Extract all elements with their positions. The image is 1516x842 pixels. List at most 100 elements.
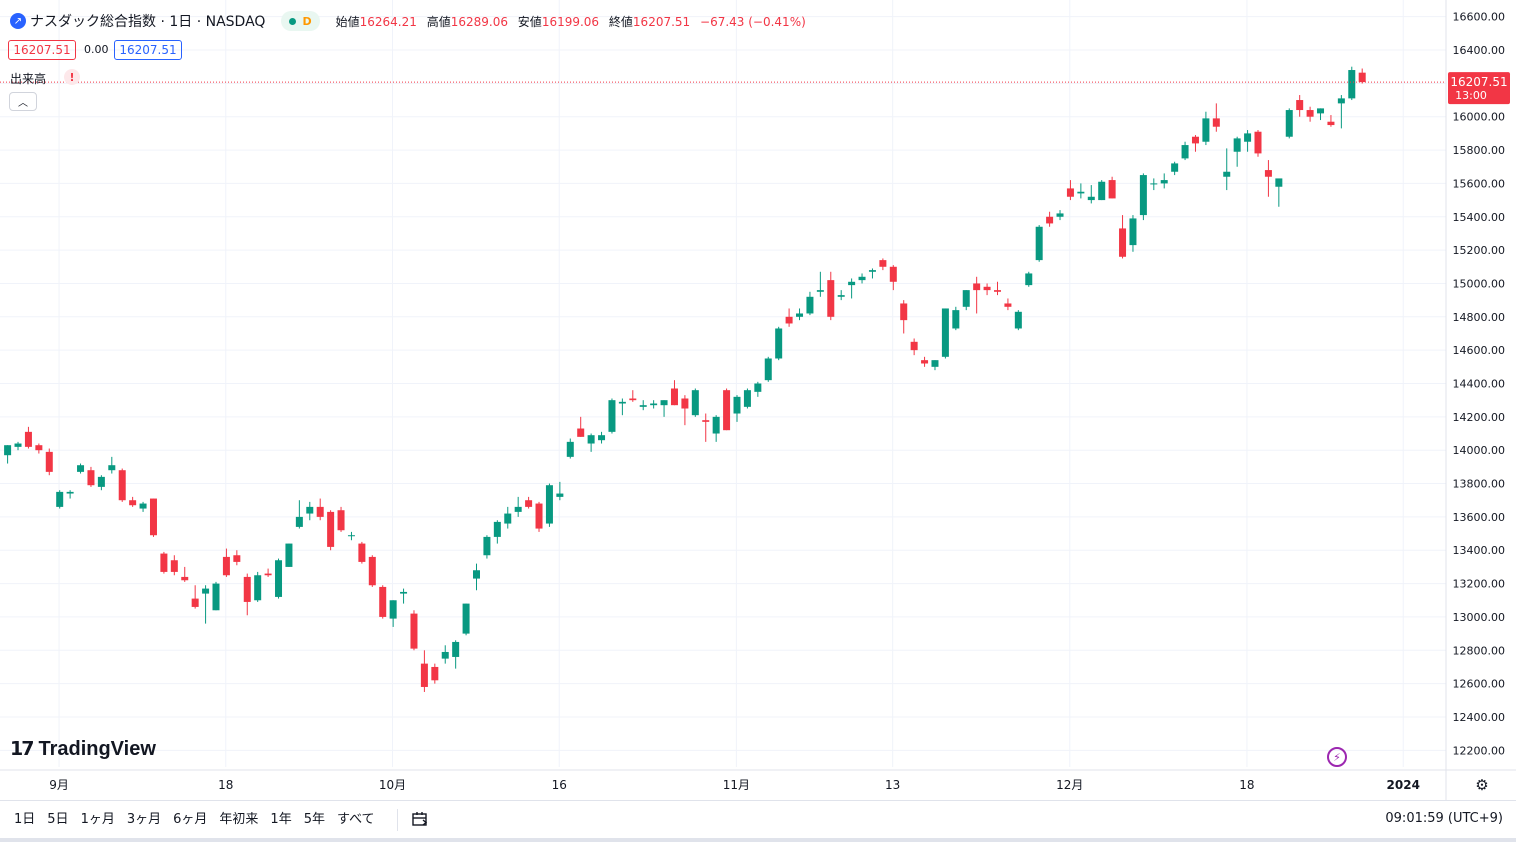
- candle-body: [962, 290, 970, 307]
- range-5d-button[interactable]: 5日: [47, 812, 69, 827]
- y-tick-label: 12600.00: [1453, 678, 1506, 691]
- delayed-data-label: D: [302, 14, 312, 28]
- candle-body: [1087, 196, 1095, 201]
- symbol-title[interactable]: ナスダック総合指数 · 1日 · NASDAQ: [30, 14, 266, 30]
- candle-body: [108, 465, 116, 471]
- last-price-tag: [1448, 72, 1510, 105]
- range-1d-button[interactable]: 1日: [14, 812, 36, 827]
- candle-body: [295, 516, 303, 527]
- settings-gear-icon[interactable]: ⚙: [1475, 776, 1489, 794]
- low-value: 16199.06: [541, 14, 600, 29]
- candle-body: [650, 403, 658, 406]
- y-tick-label: 14000.00: [1453, 444, 1506, 457]
- range-3m-button[interactable]: 3ヶ月: [126, 812, 162, 827]
- candle-body: [921, 360, 929, 364]
- bottom-toolbar: 1日 5日 1ヶ月 3ヶ月 6ヶ月 年初来 1年 5年 すべて 09:01:59…: [0, 800, 1516, 838]
- candle-body: [1014, 311, 1022, 329]
- candle-body: [1129, 218, 1137, 246]
- y-tick-label: 13800.00: [1453, 478, 1506, 491]
- candle-body: [525, 500, 533, 507]
- candle-body: [868, 270, 876, 272]
- low-label: 安値: [517, 14, 542, 29]
- candle-body: [952, 310, 960, 329]
- candle-body: [598, 435, 606, 441]
- candle-body: [1046, 216, 1054, 224]
- collapse-legend-button[interactable]: ︿: [9, 92, 37, 111]
- y-tick-label: 12800.00: [1453, 644, 1506, 657]
- candle-body: [1160, 180, 1168, 184]
- candle-body: [493, 521, 501, 537]
- candlestick-chart[interactable]: 12200.00 12400.00 12600.00 12800.00 13000.00…: [0, 0, 1516, 800]
- candle-body: [1056, 213, 1064, 217]
- candle-body: [14, 443, 22, 447]
- candle-body: [56, 491, 64, 507]
- candle-body: [587, 435, 595, 444]
- y-tick-label: 16400.00: [1453, 44, 1506, 57]
- candle-body: [535, 503, 543, 529]
- candle-body: [577, 428, 585, 437]
- y-tick-label: 14400.00: [1453, 378, 1506, 391]
- candle-body: [462, 603, 470, 634]
- candle-body: [1254, 131, 1262, 154]
- candle-body: [212, 583, 220, 611]
- candle-body: [1233, 138, 1241, 152]
- candle-body: [420, 663, 428, 687]
- y-tick-label: 15800.00: [1453, 144, 1506, 157]
- close-value: 16207.51: [632, 14, 691, 29]
- candle-body: [691, 390, 699, 416]
- candle-body: [1025, 273, 1033, 286]
- x-tick-label: 13: [885, 778, 900, 792]
- y-tick-label: 16600.00: [1453, 11, 1506, 24]
- candle-body: [264, 573, 272, 576]
- volume-indicator-label[interactable]: 出来高: [10, 72, 47, 86]
- y-tick-label: 14800.00: [1453, 311, 1506, 324]
- candle-body: [1264, 170, 1272, 177]
- market-open-dot-icon: [289, 17, 297, 25]
- last-time-label: 13:00: [1455, 89, 1487, 102]
- candle-body: [254, 575, 262, 601]
- candle-body: [1191, 136, 1199, 144]
- range-all-button[interactable]: すべて: [336, 812, 375, 827]
- candle-body: [743, 390, 751, 407]
- x-tick-label: 12月: [1056, 778, 1083, 792]
- range-1y-button[interactable]: 1年: [270, 812, 292, 827]
- sell-price-button[interactable]: 16207.51: [8, 40, 76, 60]
- candle-body: [983, 286, 991, 291]
- open-label: 始値: [335, 14, 360, 29]
- candle-body: [723, 390, 731, 431]
- candle-body: [316, 506, 324, 517]
- timezone-clock[interactable]: 09:01:59 (UTC+9): [1385, 811, 1503, 826]
- warning-icon[interactable]: !: [64, 69, 80, 85]
- tradingview-logo[interactable]: 𝟭𝟳 TradingView: [10, 738, 156, 761]
- candle-body: [837, 295, 845, 297]
- bottom-edge: [0, 838, 1516, 842]
- candle-body: [1098, 181, 1106, 201]
- candle-body: [87, 470, 95, 486]
- candle-body: [1202, 118, 1210, 142]
- range-6m-button[interactable]: 6ヶ月: [173, 812, 208, 827]
- candle-body: [827, 280, 835, 317]
- buy-price-button[interactable]: 16207.51: [114, 40, 182, 60]
- spread-value: 0.00: [84, 43, 109, 56]
- candle-body: [170, 560, 178, 572]
- candle-body: [181, 576, 189, 581]
- x-tick-label: 18: [1239, 778, 1254, 792]
- candle-body: [1358, 72, 1366, 83]
- candle-body: [160, 553, 168, 572]
- flash-icon[interactable]: ⚡: [1327, 747, 1347, 767]
- candle-body: [139, 503, 147, 509]
- candle-body: [816, 290, 824, 292]
- candle-body: [973, 283, 981, 291]
- range-ytd-button[interactable]: 年初来: [219, 812, 259, 827]
- range-5y-button[interactable]: 5年: [303, 812, 325, 827]
- range-1m-button[interactable]: 1ヶ月: [80, 812, 115, 827]
- y-tick-label: 15600.00: [1453, 177, 1506, 190]
- goto-date-calendar-icon[interactable]: [409, 808, 431, 830]
- last-price-label: 16207.51: [1450, 75, 1507, 89]
- y-tick-label: 16000.00: [1453, 111, 1506, 124]
- candle-body: [410, 613, 418, 649]
- high-label: 高値: [426, 14, 451, 29]
- market-status-badge[interactable]: D: [281, 11, 320, 31]
- candle-body: [441, 651, 449, 659]
- candle-body: [222, 556, 230, 576]
